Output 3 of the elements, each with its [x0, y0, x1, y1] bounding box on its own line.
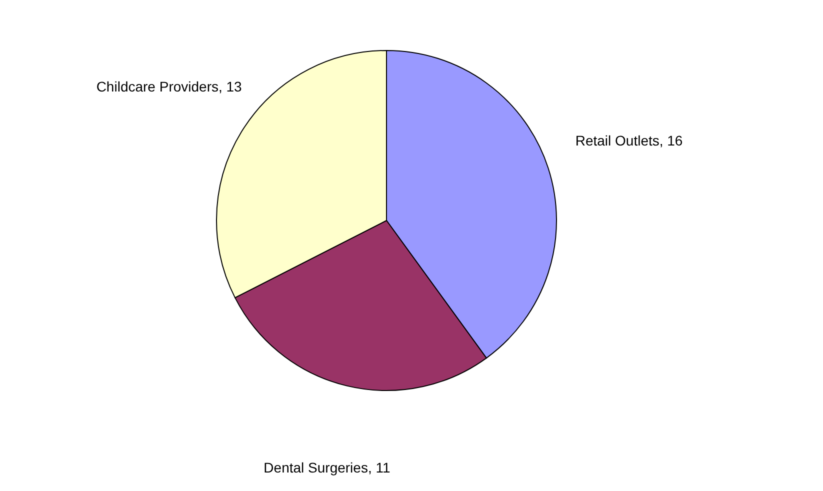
slice-label: Dental Surgeries, 11	[264, 459, 390, 476]
slice-label: Retail Outlets, 16	[575, 132, 683, 149]
slice-label: Childcare Providers, 13	[96, 78, 242, 94]
